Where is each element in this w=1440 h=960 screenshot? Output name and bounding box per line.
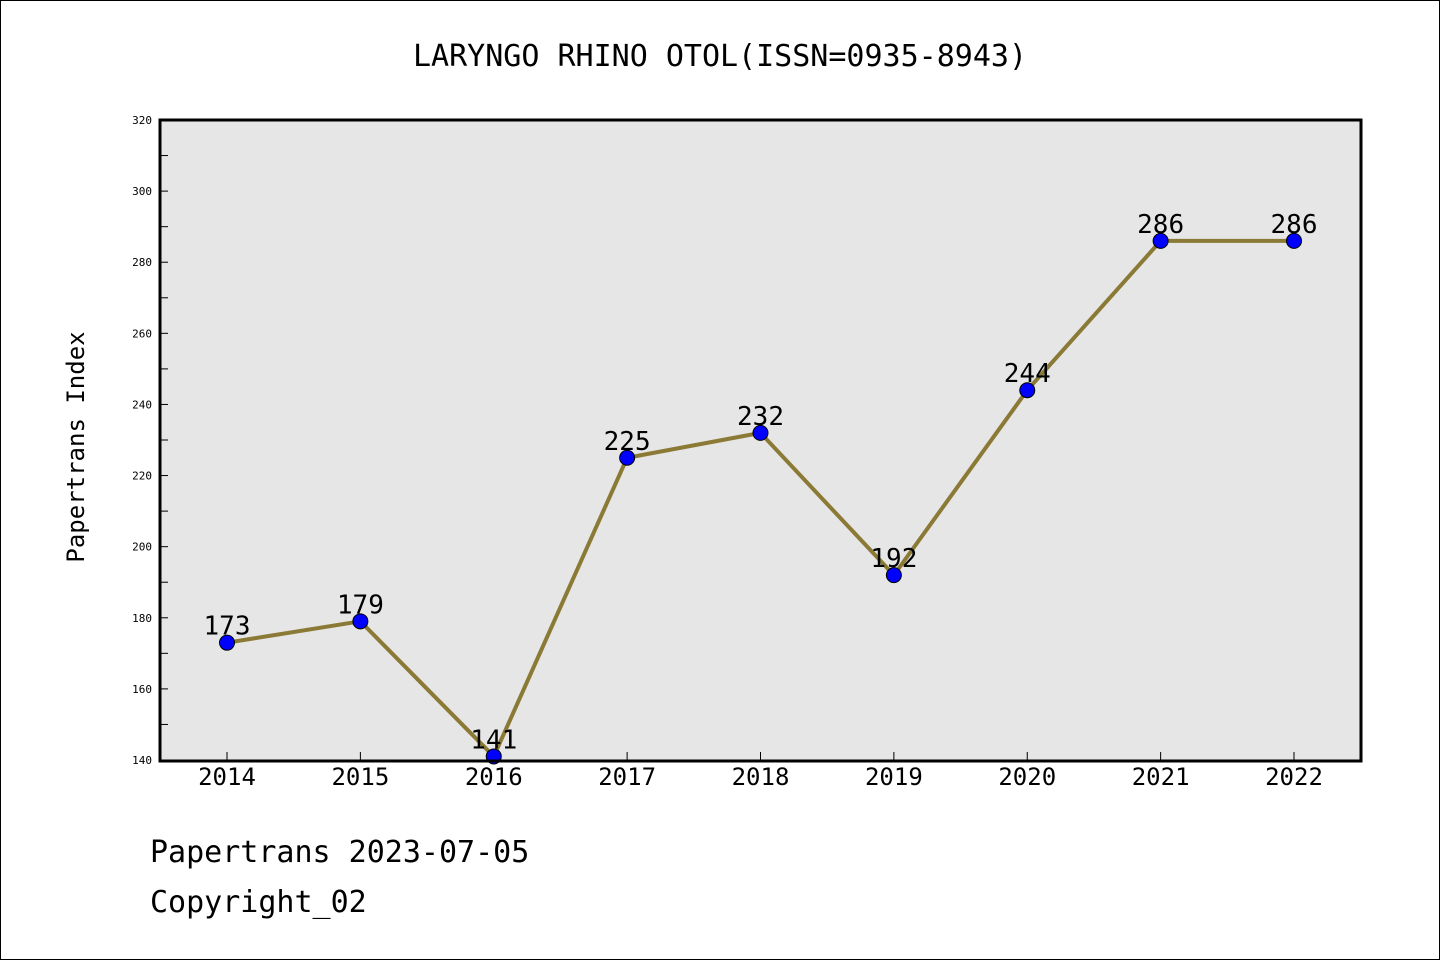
- data-point: [619, 449, 636, 466]
- footer-date: Papertrans 2023-07-05: [150, 835, 530, 870]
- x-tick-label: 2018: [732, 763, 790, 791]
- data-point: [219, 634, 235, 651]
- data-point: [752, 424, 769, 441]
- x-tick-label: 2022: [1265, 763, 1323, 791]
- y-tick-label: 140: [132, 754, 152, 767]
- y-tick-label: 240: [132, 398, 152, 411]
- y-tick-label: 200: [132, 541, 152, 554]
- x-tick-label: 2014: [198, 763, 256, 791]
- x-axis: 2014 2015 2016 2017 2018 2019 2020 2021 2022: [198, 752, 1323, 791]
- plot-border: [158, 118, 1363, 763]
- y-tick-label: 320: [132, 114, 152, 127]
- y-tick-label: 280: [132, 256, 152, 269]
- x-tick-label: 2020: [998, 763, 1056, 791]
- data-point: [1019, 382, 1036, 399]
- x-tick-label: 2015: [331, 763, 389, 791]
- footer-copyright: Copyright_02: [150, 885, 367, 920]
- y-tick-label: 160: [132, 683, 152, 696]
- y-axis-label: Papertrans Index: [62, 331, 90, 562]
- y-tick-label: 180: [132, 612, 152, 625]
- y-tick-label: 220: [132, 470, 152, 483]
- x-tick-label: 2017: [598, 763, 656, 791]
- x-tick-label: 2019: [865, 763, 923, 791]
- data-point: [352, 613, 369, 630]
- chart-title: LARYNGO RHINO OTOL(ISSN=0935-8943): [413, 39, 1027, 74]
- y-axis: 140 160 180 200 220 240 260 280 300 320: [132, 114, 168, 767]
- data-point: [1286, 232, 1302, 249]
- x-tick-label: 2021: [1132, 763, 1190, 791]
- data-point: [885, 567, 902, 584]
- data-markers: [219, 232, 1302, 765]
- y-tick-label: 300: [132, 185, 152, 198]
- y-tick-label: 260: [132, 327, 152, 340]
- x-tick-label: 2016: [465, 763, 523, 791]
- data-point: [1152, 232, 1169, 249]
